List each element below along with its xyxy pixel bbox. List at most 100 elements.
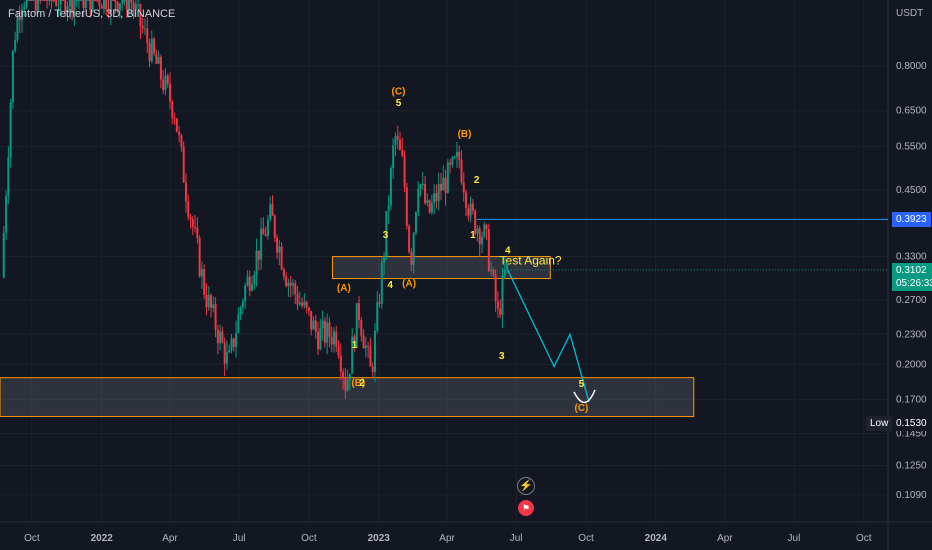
candle-body bbox=[116, 1, 119, 11]
candle-body bbox=[371, 366, 374, 373]
candle-body bbox=[71, 0, 74, 13]
candle-body bbox=[153, 38, 156, 54]
candle-body bbox=[87, 0, 90, 1]
candle-body bbox=[376, 302, 379, 331]
candle-body bbox=[128, 0, 131, 10]
candle-body bbox=[326, 322, 329, 343]
candle-body bbox=[184, 182, 187, 202]
candle-body bbox=[162, 79, 165, 91]
candle-body bbox=[7, 157, 10, 197]
candle-body bbox=[351, 336, 354, 374]
candle-body bbox=[346, 380, 349, 391]
candle-body bbox=[264, 234, 267, 236]
candle-body bbox=[137, 4, 140, 6]
candle-body bbox=[305, 301, 308, 308]
wave-label: 1 bbox=[352, 340, 358, 351]
candle-body bbox=[314, 320, 317, 332]
wave-label: 5 bbox=[579, 379, 585, 390]
candle-body bbox=[191, 219, 194, 227]
candle-body bbox=[296, 293, 299, 305]
candle-body bbox=[93, 0, 96, 1]
candle-body bbox=[21, 9, 24, 21]
candle-body bbox=[364, 345, 367, 349]
candle-body bbox=[68, 0, 71, 7]
candle-body bbox=[203, 268, 206, 295]
candle-body bbox=[323, 320, 326, 343]
candle-body bbox=[36, 0, 39, 11]
candle-body bbox=[449, 162, 452, 165]
time-tick-label: Oct bbox=[301, 533, 317, 544]
candle-body bbox=[55, 0, 58, 6]
candle-body bbox=[358, 303, 361, 321]
candle-body bbox=[451, 157, 454, 165]
candle-body bbox=[235, 332, 238, 347]
candle-body bbox=[50, 0, 53, 1]
price-tick-label: 0.4500 bbox=[896, 185, 927, 196]
candle-body bbox=[444, 177, 447, 193]
candle-body bbox=[430, 202, 433, 213]
candle-body bbox=[403, 155, 406, 188]
candle-body bbox=[105, 0, 108, 10]
candle-body bbox=[155, 53, 158, 64]
candle-body bbox=[251, 283, 253, 291]
time-tick-label: Apr bbox=[439, 533, 455, 544]
candle-body bbox=[467, 208, 470, 216]
candle-body bbox=[344, 377, 347, 391]
price-tick-label: 0.5500 bbox=[896, 142, 927, 153]
candle-body bbox=[266, 219, 269, 236]
candle-body bbox=[41, 0, 44, 1]
wave-label: 3 bbox=[499, 351, 505, 362]
candle-body bbox=[223, 342, 226, 364]
candle-body bbox=[98, 0, 101, 6]
candle-body bbox=[414, 212, 417, 234]
chart-title: Fantom / TetherUS, 3D, BINANCE bbox=[8, 8, 176, 20]
candle-body bbox=[485, 224, 488, 229]
candle-body bbox=[424, 184, 427, 204]
candle-body bbox=[419, 184, 422, 189]
wave-label: 2 bbox=[474, 175, 480, 186]
candle-body bbox=[453, 157, 456, 159]
flag-icon[interactable]: ⚑ bbox=[518, 500, 534, 516]
candle-body bbox=[253, 274, 256, 284]
lightning-icon[interactable]: ⚡ bbox=[517, 477, 535, 495]
candle-body bbox=[373, 330, 376, 373]
candle-body bbox=[200, 268, 203, 277]
candle-body bbox=[310, 310, 313, 330]
candle-body bbox=[39, 0, 42, 1]
price-axis-unit: USDT bbox=[896, 8, 924, 19]
candle-body bbox=[257, 250, 260, 260]
candle-body bbox=[455, 152, 458, 158]
candle-body bbox=[471, 203, 474, 211]
wave-label: 5 bbox=[396, 98, 402, 109]
price-tick-label: 0.8000 bbox=[896, 61, 927, 72]
candle-body bbox=[278, 246, 281, 253]
candle-body bbox=[410, 251, 413, 265]
drawn-lines bbox=[476, 218, 888, 404]
candle-body bbox=[118, 3, 121, 11]
time-tick-label: 2022 bbox=[91, 533, 114, 544]
candle-body bbox=[5, 196, 8, 234]
candle-body bbox=[367, 345, 370, 347]
time-tick-label: Apr bbox=[162, 533, 178, 544]
price-tick-label: 0.1090 bbox=[896, 490, 927, 501]
candle-body bbox=[319, 328, 322, 350]
candle-body bbox=[214, 304, 217, 330]
candle-body bbox=[469, 203, 472, 216]
candle-body bbox=[232, 338, 235, 347]
candle-body bbox=[458, 152, 461, 160]
time-axis: Oct 2022 Apr Jul Oct 2023 Apr Jul Oct 2024 Apr Jul O… bbox=[24, 533, 872, 544]
candle-body bbox=[114, 0, 117, 2]
candle-body bbox=[342, 371, 345, 378]
candle-body bbox=[285, 276, 288, 287]
candle-body bbox=[91, 0, 94, 11]
candle-body bbox=[80, 0, 83, 1]
candle-body bbox=[244, 285, 247, 302]
candle-body bbox=[196, 227, 199, 239]
candle-body bbox=[442, 177, 445, 191]
candle-body bbox=[230, 338, 233, 351]
candle-body bbox=[228, 350, 231, 353]
price-tick-label: 0.2300 bbox=[896, 329, 927, 340]
candle-body bbox=[465, 192, 468, 209]
candle-body bbox=[378, 302, 381, 304]
